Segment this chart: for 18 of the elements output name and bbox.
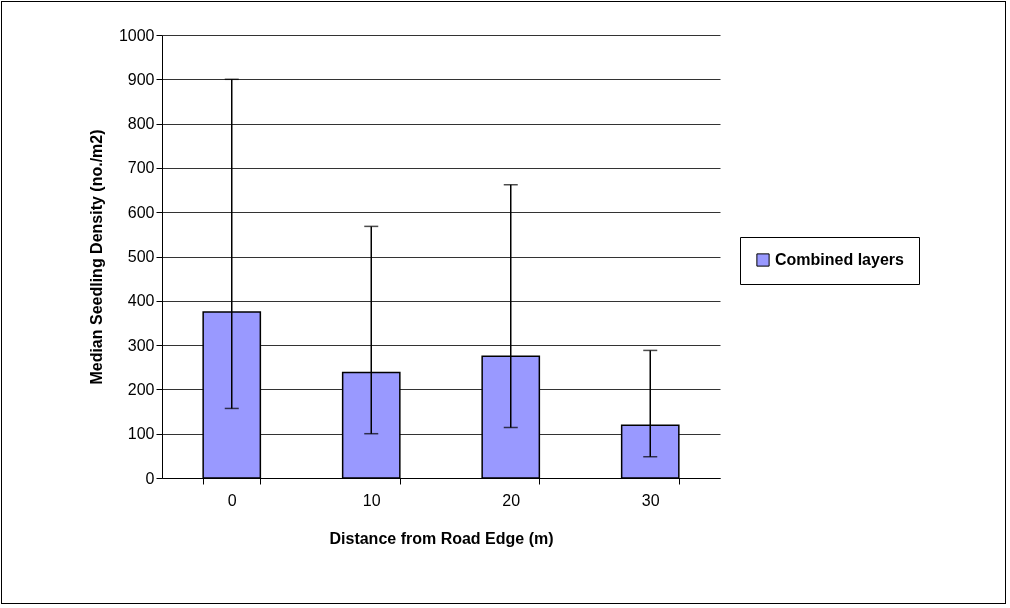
x-axis-title: Distance from Road Edge (m) <box>329 529 554 547</box>
y-tick-label: 900 <box>127 70 155 88</box>
y-tick-label: 100 <box>127 425 155 443</box>
x-tick-label: 0 <box>227 491 237 509</box>
y-tick-label: 0 <box>145 469 155 487</box>
x-tick-label: 20 <box>502 491 521 509</box>
y-axis-title: Median Seedling Density (no./m2) <box>87 129 105 385</box>
x-tick-label: 10 <box>362 491 381 509</box>
x-tick-label: 30 <box>641 491 660 509</box>
y-tick-label: 500 <box>127 248 155 265</box>
y-tick-label: 700 <box>127 159 155 177</box>
legend-label: Combined layers <box>775 251 905 268</box>
y-tick-label: 1000 <box>118 26 155 44</box>
y-tick-label: 400 <box>127 292 155 310</box>
y-tick-label: 200 <box>127 380 155 398</box>
y-tick-label: 800 <box>127 115 155 133</box>
y-tick-label: 300 <box>127 336 155 354</box>
y-tick-label: 600 <box>127 203 155 221</box>
